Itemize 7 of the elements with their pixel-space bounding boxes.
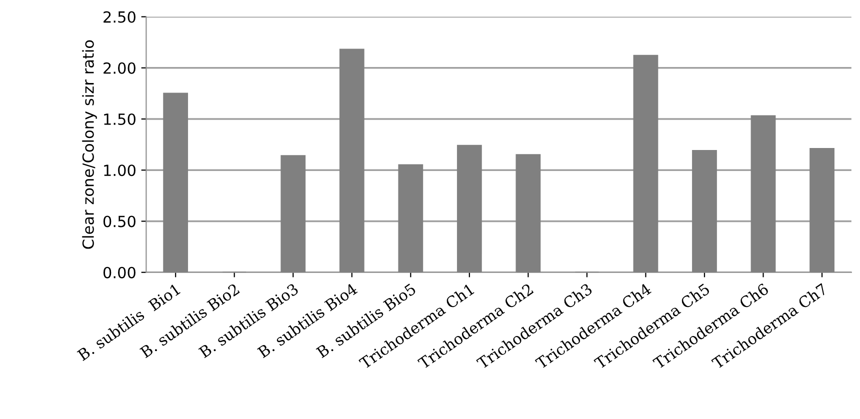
y-axis-title: Clear zone/Colony sizr ratio bbox=[82, 40, 97, 249]
y-tick-label: 0.50 bbox=[103, 216, 136, 228]
y-tick-label: 2.50 bbox=[104, 11, 136, 23]
y-tick-label: 1.50 bbox=[104, 113, 136, 126]
y-tick-label: 2.00 bbox=[104, 62, 136, 74]
y-tick-label: 1.00 bbox=[104, 164, 136, 176]
y-tick-label: 0.00 bbox=[103, 266, 136, 278]
